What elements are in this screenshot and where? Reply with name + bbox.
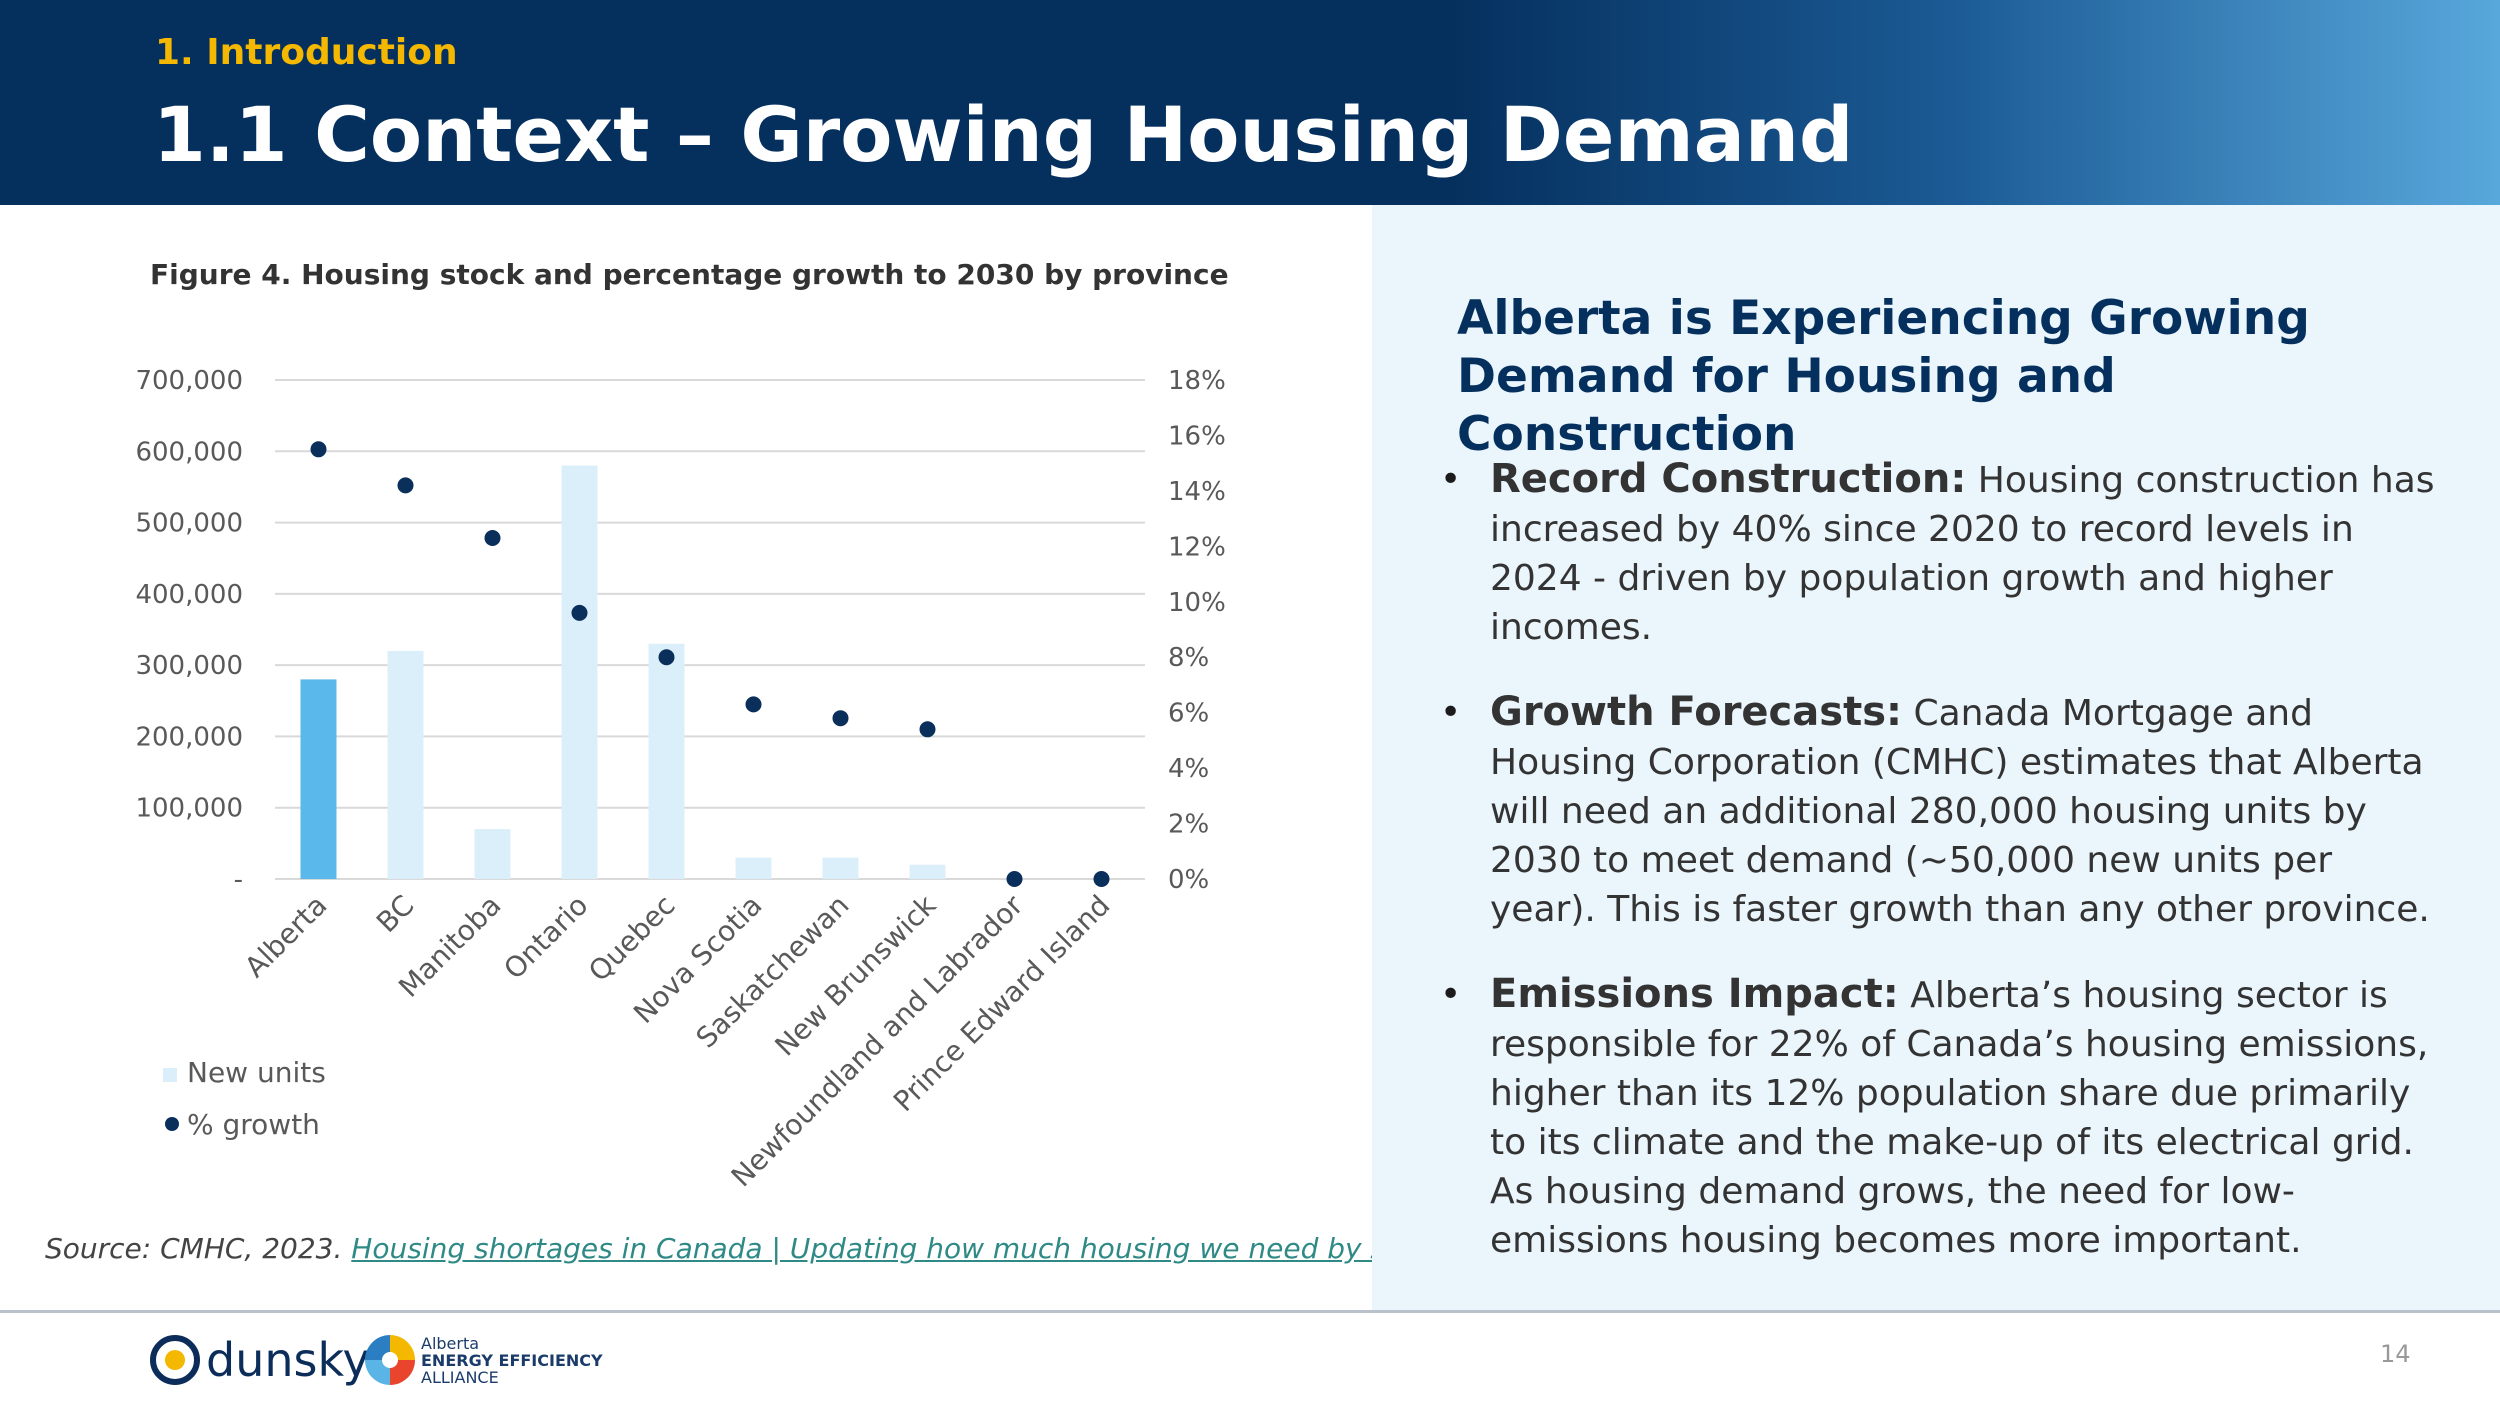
- right-axis-tick-label: 4%: [1168, 754, 1209, 784]
- bullet-list: • Record Construction: Housing constructi…: [1440, 455, 2440, 1301]
- growth-dot-quebec: [658, 649, 675, 666]
- bullet-title: Growth Forecasts:: [1490, 689, 1902, 735]
- left-axis-tick-label: 700,000: [135, 366, 243, 396]
- right-axis-tick-label: 16%: [1168, 421, 1226, 451]
- right-axis-tick-label: 10%: [1168, 588, 1226, 618]
- right-axis-tick-label: 18%: [1168, 366, 1226, 396]
- bullet-text: Alberta’s housing sector is responsible …: [1490, 975, 2429, 1261]
- figure-title: Figure 4. Housing stock and percentage g…: [150, 258, 1229, 291]
- growth-dot-newfoundland-and-labrador: [1006, 871, 1023, 887]
- page-title: 1.1 Context – Growing Housing Demand: [153, 90, 1854, 179]
- info-panel: [1372, 205, 2500, 1310]
- panel-heading: Alberta is Experiencing Growing Demand f…: [1457, 291, 2310, 462]
- bar-quebec: [648, 643, 685, 879]
- bar-bc: [387, 650, 424, 879]
- right-axis-tick-label: 0%: [1168, 865, 1209, 895]
- growth-dot-alberta: [310, 441, 327, 458]
- section-label: 1. Introduction: [155, 32, 458, 73]
- header-banner: 1. Introduction 1.1 Context – Growing Ho…: [0, 0, 2500, 205]
- aeea-flower-icon: [365, 1335, 415, 1385]
- bullet-emissions-impact: • Emissions Impact: Alberta’s housing sec…: [1440, 970, 2440, 1265]
- bullet-dot-icon: •: [1440, 459, 1462, 500]
- bullet-record-construction: • Record Construction: Housing constructi…: [1440, 455, 2440, 652]
- bar-alberta: [300, 679, 337, 879]
- growth-dot-manitoba: [484, 530, 501, 547]
- bar-saskatchewan: [822, 857, 859, 879]
- right-axis-tick-label: 14%: [1168, 477, 1226, 507]
- bar-manitoba: [474, 829, 511, 879]
- aeea-line2: ENERGY EFFICIENCY: [421, 1350, 603, 1370]
- source-citation: Source: CMHC, 2023. Housing shortages in…: [45, 1232, 1451, 1265]
- bar-new-brunswick: [909, 864, 946, 879]
- right-axis-tick-label: 2%: [1168, 810, 1209, 840]
- legend-bar-swatch: [163, 1068, 177, 1082]
- aeea-line1: Alberta: [421, 1333, 480, 1353]
- left-axis-tick-label: 300,000: [135, 651, 243, 681]
- growth-dot-new-brunswick: [919, 721, 936, 738]
- source-prefix: Source: CMHC, 2023.: [45, 1232, 352, 1265]
- right-axis-tick-label: 8%: [1168, 643, 1209, 673]
- page-number: 14: [2380, 1340, 2411, 1368]
- category-label: Alberta: [238, 889, 333, 984]
- growth-dot-bc: [397, 477, 414, 494]
- bullet-dot-icon: •: [1440, 974, 1462, 1015]
- category-label: New Brunswick: [768, 888, 943, 1063]
- bullet-title: Record Construction:: [1490, 456, 1967, 502]
- bullet-growth-forecasts: • Growth Forecasts: Canada Mortgage and H…: [1440, 688, 2440, 934]
- aeea-logo: Alberta ENERGY EFFICIENCY ALLIANCE: [365, 1325, 603, 1395]
- category-label: Saskatchewan: [690, 889, 856, 1055]
- source-link[interactable]: Housing shortages in Canada | Updating h…: [351, 1232, 1451, 1265]
- footer-divider: [0, 1310, 2500, 1313]
- growth-dot-nova-scotia: [745, 696, 762, 713]
- bullet-text: Canada Mortgage and Housing Corporation …: [1490, 693, 2430, 930]
- right-axis-tick-label: 6%: [1168, 699, 1209, 729]
- legend-label: New units: [187, 1056, 326, 1089]
- bar-ontario: [561, 465, 598, 879]
- housing-chart: - 100,000 200,000 300,000 400,000 500,000 600,…: [135, 366, 1226, 1193]
- category-label: Ontario: [497, 889, 594, 986]
- category-label: BC: [370, 889, 420, 939]
- dunsky-logo-text: dunsky: [206, 1333, 370, 1387]
- growth-dot-prince-edward-island: [1093, 871, 1110, 887]
- growth-dot-ontario: [571, 604, 588, 621]
- left-axis-tick-label: -: [234, 865, 243, 895]
- bullet-dot-icon: •: [1440, 692, 1462, 733]
- right-axis-tick-label: 12%: [1168, 532, 1226, 562]
- legend-dot-swatch: [165, 1117, 179, 1131]
- legend-label: % growth: [187, 1108, 320, 1141]
- bullet-text: Housing construction has increased by 40…: [1490, 460, 2435, 648]
- aeea-logo-text: Alberta ENERGY EFFICIENCY ALLIANCE: [421, 1335, 603, 1386]
- left-axis-tick-label: 200,000: [135, 722, 243, 752]
- bar-nova-scotia: [735, 857, 772, 879]
- left-axis-tick-label: 500,000: [135, 509, 243, 539]
- left-axis-tick-label: 600,000: [135, 437, 243, 467]
- left-axis-tick-label: 400,000: [135, 580, 243, 610]
- dunsky-logo: dunsky: [150, 1330, 370, 1390]
- growth-dot-saskatchewan: [832, 710, 849, 727]
- aeea-line3: ALLIANCE: [421, 1367, 499, 1387]
- dunsky-logo-icon: [150, 1335, 200, 1385]
- left-axis-tick-label: 100,000: [135, 794, 243, 824]
- bullet-title: Emissions Impact:: [1490, 971, 1899, 1017]
